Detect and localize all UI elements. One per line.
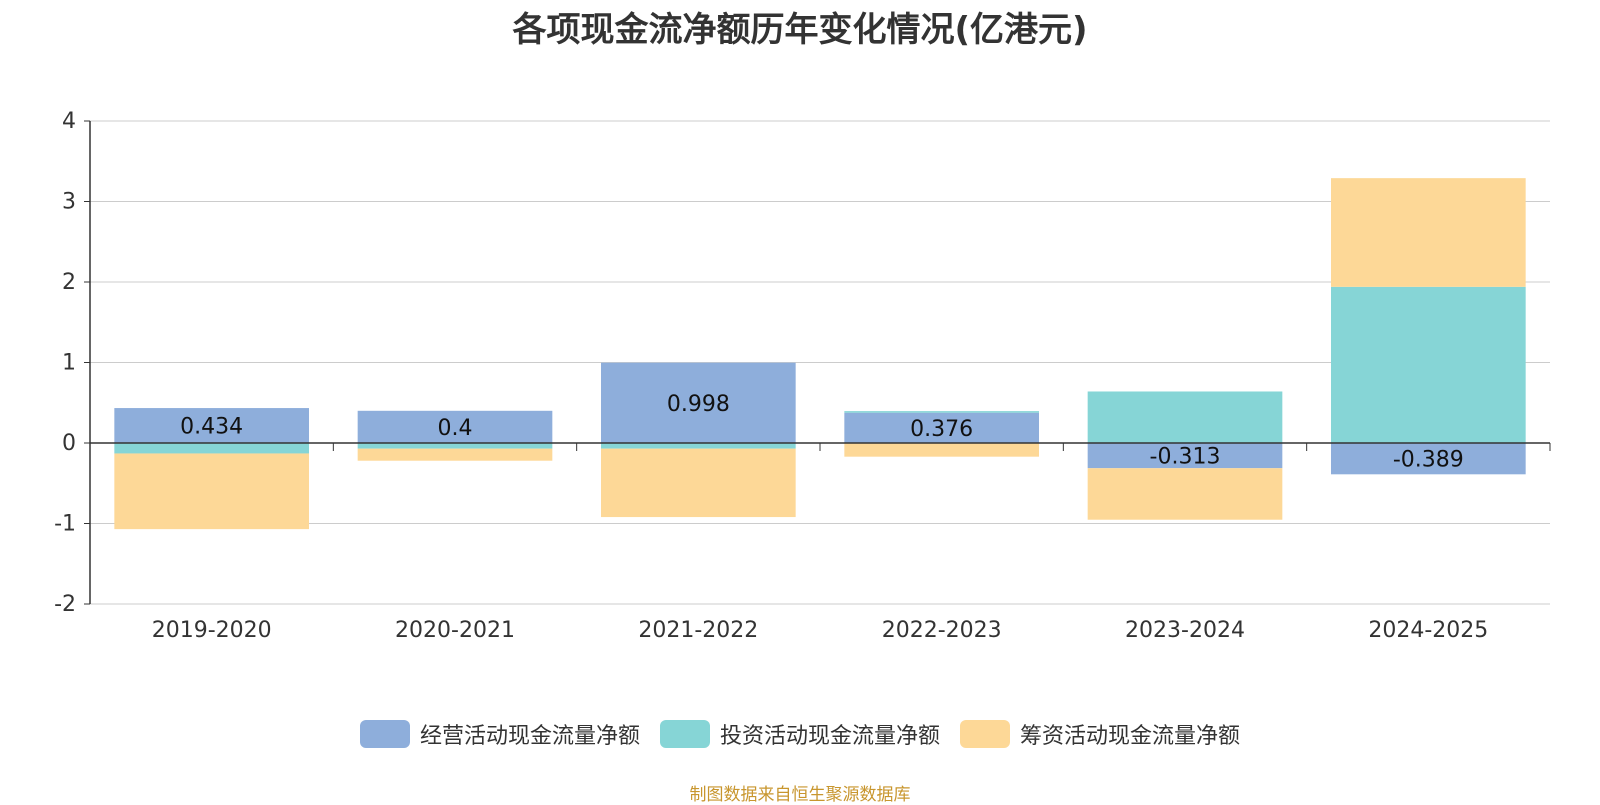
bar-financing-2024-2025 <box>1331 178 1526 287</box>
bar-operating-2022-2023 <box>844 412 1039 443</box>
y-tick-label: 3 <box>62 190 76 215</box>
bar-operating-2019-2020 <box>114 408 309 443</box>
bar-investing-2021-2022 <box>601 443 796 449</box>
bar-operating-2024-2025 <box>1331 443 1526 475</box>
bar-financing-2022-2023 <box>844 443 1039 457</box>
data-label: 0.434 <box>180 415 243 440</box>
legend-item-operating[interactable]: 经营活动现金流量净额 <box>359 718 640 750</box>
bar-operating-2023-2024 <box>1087 443 1283 469</box>
legend-label-financing: 筹资活动现金流量净额 <box>1020 724 1241 749</box>
x-tick-label: 2024-2025 <box>1368 618 1488 643</box>
legend-swatch-operating <box>359 720 410 748</box>
legend-item-financing[interactable]: 筹资活动现金流量净额 <box>960 718 1240 750</box>
x-tick-label: 2023-2024 <box>1125 618 1245 643</box>
y-tick-label: 1 <box>62 351 76 376</box>
x-tick-label: 2019-2020 <box>152 618 272 643</box>
data-label: 0.998 <box>667 392 730 417</box>
y-tick-label: 4 <box>62 109 76 134</box>
data-source-note: 制图数据来自恒生聚源数据库 <box>689 785 911 805</box>
bar-operating-2020-2021 <box>357 410 553 443</box>
y-tick-label: 2 <box>62 270 76 295</box>
y-tick-label: -1 <box>54 512 76 537</box>
data-label: 0.4 <box>438 416 473 441</box>
data-label: -0.313 <box>1150 445 1221 470</box>
y-tick-label: 0 <box>62 431 76 456</box>
chart-title: 各项现金流净额历年变化情况(亿港元) <box>512 10 1088 50</box>
legend-swatch-financing <box>960 720 1010 748</box>
bar-operating-2021-2022 <box>601 362 796 443</box>
legend-label-investing: 投资活动现金流量净额 <box>719 724 940 749</box>
bar-investing-2020-2021 <box>357 443 553 449</box>
bar-investing-2024-2025 <box>1331 286 1526 443</box>
x-tick-label: 2020-2021 <box>395 618 515 643</box>
legend-item-investing[interactable]: 投资活动现金流量净额 <box>659 718 940 750</box>
bar-investing-2023-2024 <box>1087 391 1283 443</box>
bar-investing-2022-2023 <box>844 411 1039 413</box>
bar-investing-2019-2020 <box>114 443 309 454</box>
legend-label-operating: 经营活动现金流量净额 <box>419 724 640 749</box>
bar-financing-2023-2024 <box>1087 468 1283 520</box>
legend: 经营活动现金流量净额 投资活动现金流量净额 筹资活动现金流量净额 <box>0 718 1600 750</box>
y-tick-label: -2 <box>54 592 76 617</box>
x-tick-label: 2021-2022 <box>638 618 758 643</box>
bar-financing-2019-2020 <box>114 453 309 530</box>
bar-financing-2021-2022 <box>601 448 796 518</box>
bar-financing-2020-2021 <box>357 448 553 461</box>
data-label: -0.389 <box>1393 448 1464 473</box>
legend-swatch-investing <box>659 720 710 748</box>
data-label: 0.376 <box>910 417 973 442</box>
x-tick-label: 2022-2023 <box>882 618 1002 643</box>
stacked-bar-chart: 4 3 2 1 0 -1 -2 0.434 0.4 0.998 0.376 -0.313 -0.389 2… <box>54 109 1551 643</box>
